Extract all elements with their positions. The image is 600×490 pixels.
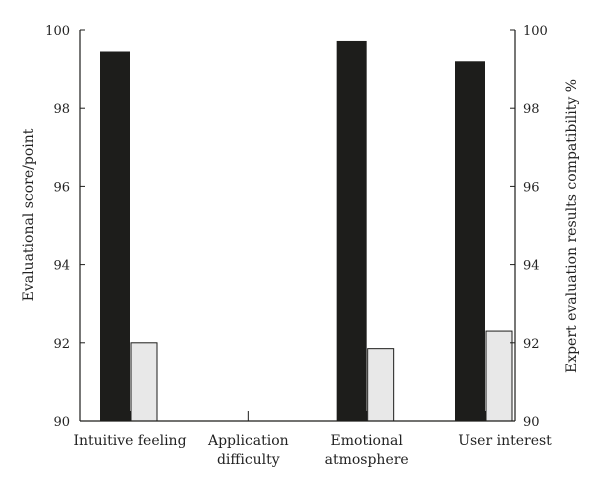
category-label: User interest bbox=[458, 433, 552, 449]
bar-expert-compatibility bbox=[485, 330, 513, 422]
category-label: Emotional bbox=[331, 433, 404, 449]
bar-expert-compatibility bbox=[130, 342, 158, 422]
bar-evaluational-score bbox=[100, 51, 130, 421]
right-axis-ticks: 90 92 94 96 98 100 bbox=[510, 24, 548, 430]
left-axis-ticks: 90 92 94 96 98 100 bbox=[45, 24, 85, 430]
bars-layer bbox=[100, 40, 513, 422]
bar-evaluational-score bbox=[336, 40, 367, 422]
left-axis-title: Evaluational score/point bbox=[21, 128, 37, 301]
left-tick-label: 96 bbox=[53, 180, 70, 195]
right-tick-label: 98 bbox=[523, 102, 540, 117]
left-tick-label: 98 bbox=[53, 102, 70, 117]
left-tick-label: 92 bbox=[53, 337, 70, 352]
right-axis-title: Expert evaluation results compatibility … bbox=[564, 79, 580, 373]
right-tick-label: 94 bbox=[523, 259, 540, 274]
left-tick-label: 90 bbox=[53, 415, 70, 430]
left-tick-label: 94 bbox=[53, 259, 70, 274]
bar-expert-compatibility bbox=[367, 348, 395, 422]
right-tick-label: 100 bbox=[523, 24, 548, 39]
bar-evaluational-score bbox=[455, 61, 485, 421]
axes-layer bbox=[79, 30, 516, 422]
category-label: Application bbox=[207, 433, 289, 449]
category-label: Intuitive feeling bbox=[73, 433, 186, 449]
category-label: difficulty bbox=[217, 452, 280, 468]
right-tick-label: 90 bbox=[523, 415, 540, 430]
category-labels: Intuitive feeling Application difficulty Em… bbox=[73, 433, 552, 468]
right-tick-label: 96 bbox=[523, 180, 540, 195]
category-label: atmosphere bbox=[325, 452, 409, 468]
right-tick-label: 92 bbox=[523, 337, 540, 352]
left-tick-label: 100 bbox=[45, 24, 70, 39]
